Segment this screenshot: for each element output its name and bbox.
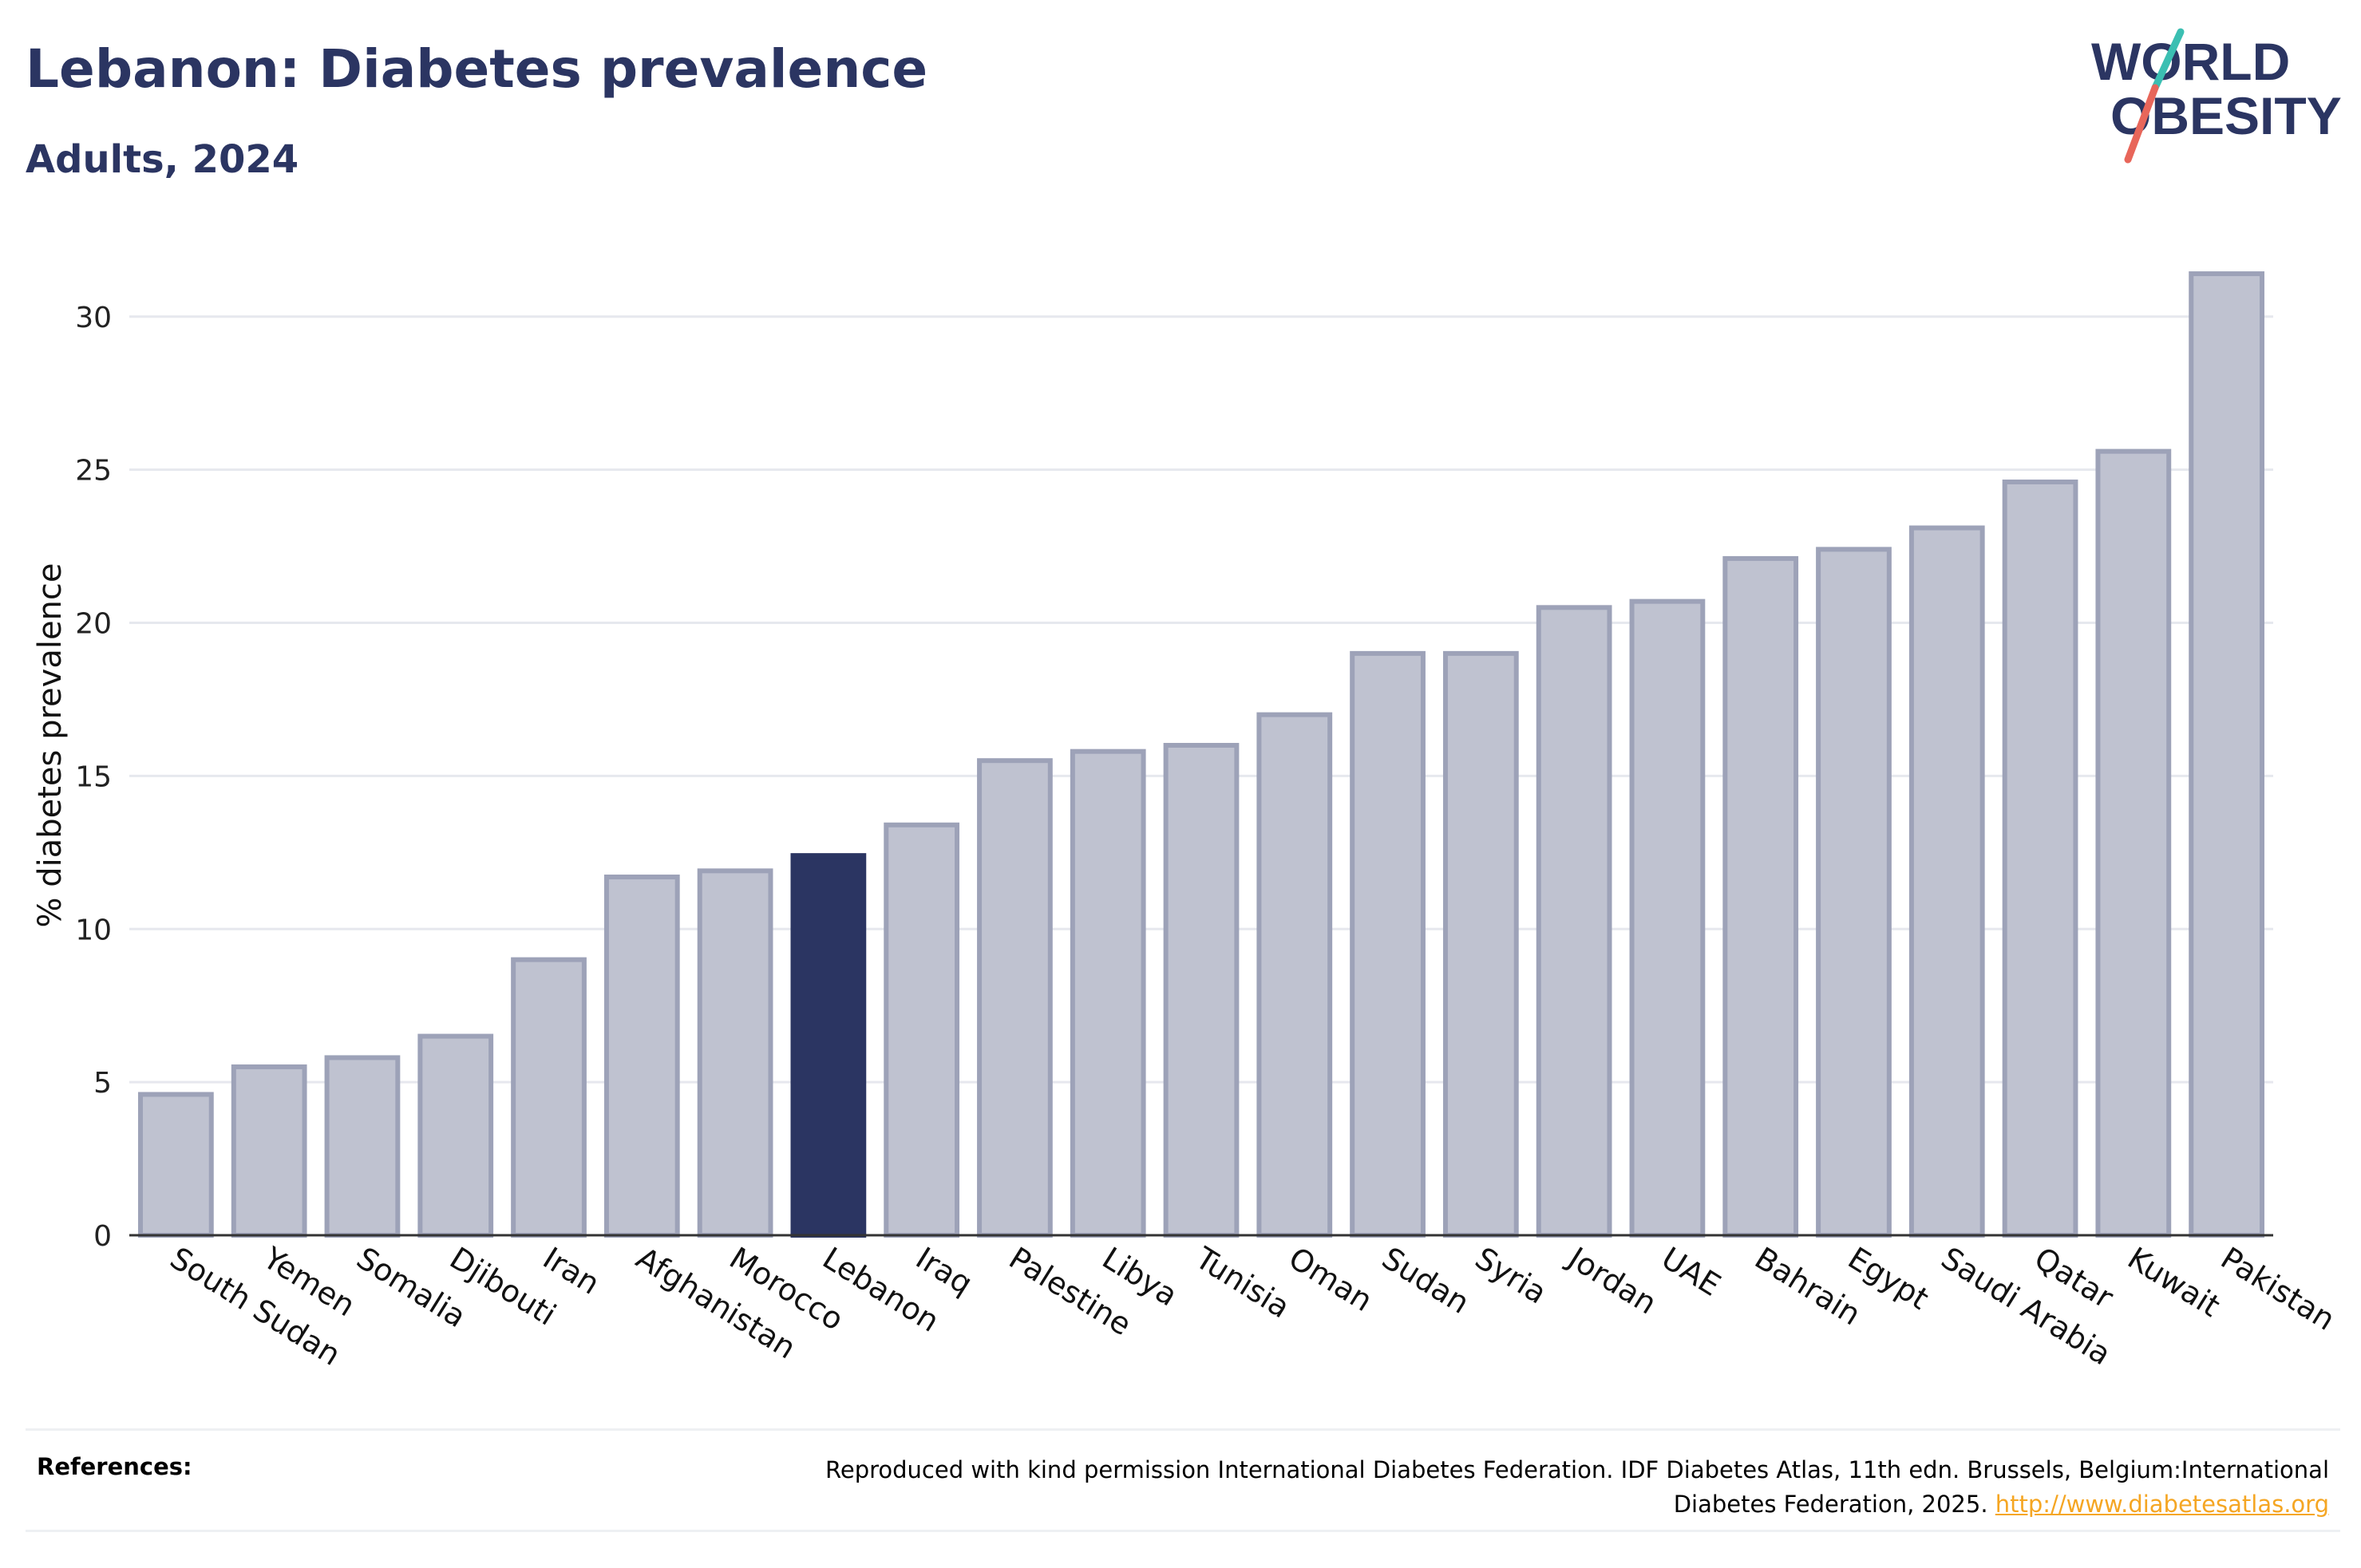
bar [884, 822, 960, 1238]
y-tick-label: 15 [75, 760, 112, 793]
x-tick-label: Jordan [1561, 1239, 1663, 1321]
bars [138, 271, 2264, 1238]
bar [511, 957, 587, 1238]
x-tick-label: UAE [1655, 1240, 1726, 1303]
bar [2095, 448, 2172, 1238]
bar [2002, 479, 2078, 1238]
bar [1816, 547, 1892, 1238]
references-section: References: Reproduced with kind permiss… [26, 1428, 2340, 1532]
bar [231, 1064, 307, 1238]
bar [1629, 598, 1706, 1238]
references-link[interactable]: http://www.diabetesatlas.org [1995, 1491, 2329, 1518]
logo-slash-teal [2151, 28, 2185, 92]
bar [1256, 712, 1333, 1238]
y-tick-label: 25 [75, 455, 112, 488]
bar [1722, 555, 1799, 1238]
y-axis-label: % diabetes prevalence [32, 563, 69, 927]
x-tick-label: Syria [1469, 1240, 1553, 1310]
bar [1908, 525, 1985, 1238]
bar [324, 1055, 401, 1238]
references-text-block: Reproduced with kind permission Internat… [733, 1453, 2329, 1522]
x-tick-label: Bahrain [1749, 1240, 1867, 1332]
y-tick-label: 0 [93, 1220, 112, 1253]
bar [138, 1092, 214, 1238]
x-tick-label: Sudan [1376, 1240, 1476, 1321]
bar [1350, 650, 1426, 1238]
bar-highlighted [790, 853, 867, 1238]
page-title: Lebanon: Diabetes prevalence [26, 38, 928, 100]
bar [603, 875, 680, 1238]
bar [2189, 271, 2264, 1238]
logo-slash-coral [2124, 84, 2159, 164]
bar [697, 868, 773, 1238]
x-tick-label: Tunisia [1188, 1240, 1295, 1325]
bar [977, 758, 1053, 1238]
bar [1536, 605, 1612, 1238]
x-tick-label: Iraq [910, 1240, 979, 1301]
bar [1163, 743, 1240, 1238]
y-tick-label: 20 [75, 608, 112, 641]
x-tick-label: Pakistan [2215, 1240, 2341, 1337]
x-tick-label: Kuwait [2122, 1240, 2226, 1324]
references-text: Reproduced with kind permission Internat… [825, 1456, 2329, 1518]
bar [1442, 650, 1519, 1238]
references-label: References: [37, 1453, 192, 1480]
logo-line-1: WORLD [2091, 32, 2290, 91]
bar [1070, 748, 1146, 1238]
y-tick-label: 30 [75, 302, 112, 334]
bar [417, 1033, 494, 1238]
page-subtitle: Adults, 2024 [26, 137, 299, 182]
y-tick-label: 5 [93, 1067, 112, 1100]
y-tick-label: 10 [75, 914, 112, 946]
world-obesity-logo: WORLD OBESITY [2091, 28, 2342, 164]
x-tick-label: Oman [1283, 1240, 1378, 1318]
x-tick-label: Iran [537, 1240, 606, 1301]
